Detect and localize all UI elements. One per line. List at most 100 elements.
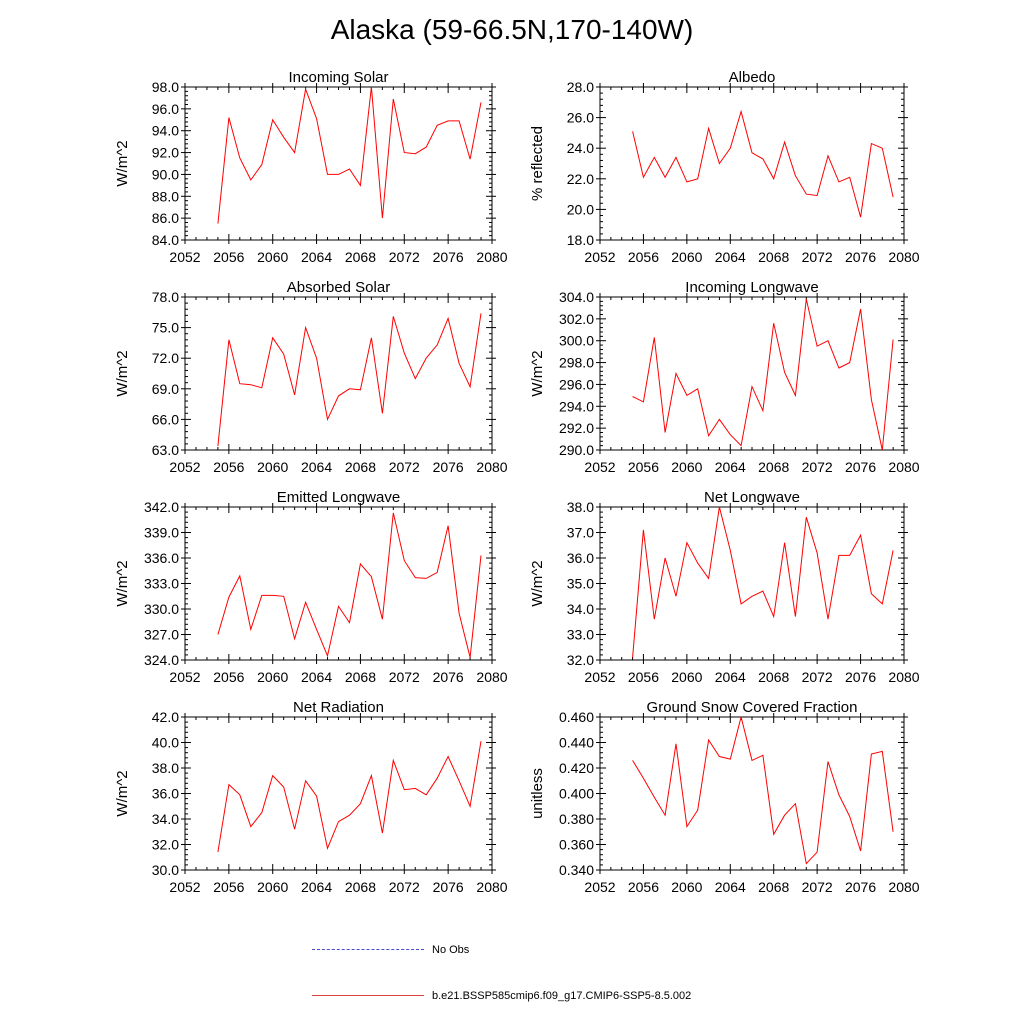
y-axis-label: W/m^2 (529, 350, 546, 396)
x-tick-label: 2060 (671, 459, 702, 475)
y-tick-label: 0.340 (559, 862, 594, 878)
x-tick-label: 2060 (671, 249, 702, 265)
y-tick-label: 37.0 (567, 525, 594, 541)
x-tick-label: 2052 (169, 879, 200, 895)
y-tick-label: 298.0 (559, 355, 594, 371)
series-line (217, 313, 482, 446)
y-tick-label: 327.0 (144, 627, 179, 643)
y-tick-label: 0.380 (559, 811, 594, 827)
y-tick-label: 33.0 (567, 627, 594, 643)
legend-obs-dashed-line (312, 949, 424, 950)
x-tick-label: 2052 (584, 669, 615, 685)
plot-frame (599, 506, 905, 661)
series-line (217, 512, 482, 658)
x-tick-label: 2080 (888, 459, 919, 475)
x-tick-label: 2076 (845, 249, 876, 265)
panel-title: Net Longwave (704, 489, 800, 506)
y-tick-label: 18.0 (567, 232, 594, 248)
y-tick-label: 38.0 (152, 760, 179, 776)
x-tick-label: 2064 (301, 669, 332, 685)
x-tick-label: 2052 (584, 249, 615, 265)
x-tick-label: 2076 (433, 459, 464, 475)
y-tick-label: 78.0 (152, 289, 179, 305)
y-tick-label: 42.0 (152, 709, 179, 725)
x-tick-label: 2056 (213, 879, 244, 895)
panel-title: Incoming Solar (288, 69, 388, 86)
x-tick-label: 2068 (345, 669, 376, 685)
x-tick-label: 2068 (345, 249, 376, 265)
x-tick-label: 2060 (257, 249, 288, 265)
x-tick-label: 2064 (301, 249, 332, 265)
panel-title: Absorbed Solar (287, 279, 390, 296)
y-tick-label: 36.0 (567, 550, 594, 566)
x-tick-label: 2072 (389, 669, 420, 685)
x-tick-label: 2064 (715, 669, 746, 685)
y-tick-label: 22.0 (567, 171, 594, 187)
y-tick-label: 94.0 (152, 123, 179, 139)
x-tick-label: 2068 (758, 249, 789, 265)
x-tick-label: 2056 (628, 249, 659, 265)
y-tick-label: 294.0 (559, 398, 594, 414)
x-tick-label: 2068 (758, 879, 789, 895)
x-tick-label: 2064 (715, 459, 746, 475)
y-tick-label: 86.0 (152, 210, 179, 226)
panel-title: Albedo (729, 69, 776, 86)
x-tick-label: 2076 (845, 459, 876, 475)
y-tick-label: 336.0 (144, 550, 179, 566)
x-tick-label: 2060 (671, 879, 702, 895)
y-tick-label: 26.0 (567, 110, 594, 126)
y-axis-label: unitless (529, 768, 546, 819)
y-tick-label: 35.0 (567, 576, 594, 592)
x-tick-label: 2076 (845, 669, 876, 685)
y-axis-label: W/m^2 (114, 770, 131, 816)
y-tick-label: 34.0 (152, 811, 179, 827)
panel-title: Net Radiation (293, 699, 384, 716)
chart-panel-1: Albedo % reflected 18.0 20.0 22.0 24.0 26.0 28.… (529, 69, 920, 265)
y-tick-label: 75.0 (152, 320, 179, 336)
x-tick-label: 2068 (758, 669, 789, 685)
x-tick-label: 2072 (802, 879, 833, 895)
x-tick-label: 2068 (345, 459, 376, 475)
x-tick-label: 2060 (257, 459, 288, 475)
y-tick-label: 98.0 (152, 79, 179, 95)
y-tick-label: 20.0 (567, 201, 594, 217)
y-tick-label: 24.0 (567, 140, 594, 156)
y-axis-label: W/m^2 (114, 140, 131, 186)
x-tick-label: 2072 (389, 459, 420, 475)
series-line (632, 299, 894, 451)
x-tick-label: 2080 (888, 669, 919, 685)
y-tick-label: 304.0 (559, 289, 594, 305)
x-tick-label: 2080 (476, 249, 507, 265)
panel-title: Incoming Longwave (685, 279, 818, 296)
series-line (217, 741, 482, 853)
x-tick-label: 2052 (169, 669, 200, 685)
x-tick-label: 2052 (584, 879, 615, 895)
plot-frame (184, 86, 493, 241)
y-tick-label: 92.0 (152, 145, 179, 161)
chart-panel-2: Absorbed Solar W/m^2 63.0 66.0 69.0 72.0 75.0 7… (114, 279, 508, 475)
x-tick-label: 2072 (802, 459, 833, 475)
y-tick-label: 324.0 (144, 652, 179, 668)
y-tick-label: 40.0 (152, 735, 179, 751)
x-tick-label: 2080 (888, 879, 919, 895)
x-tick-label: 2056 (213, 669, 244, 685)
x-tick-label: 2076 (845, 879, 876, 895)
plot-frame (184, 506, 493, 661)
y-tick-label: 302.0 (559, 311, 594, 327)
series-line (217, 86, 482, 224)
plot-frame (599, 86, 905, 241)
x-tick-label: 2068 (758, 459, 789, 475)
series-line (632, 506, 894, 658)
x-tick-label: 2052 (169, 459, 200, 475)
chart-panel-5: Net Longwave W/m^2 32.0 33.0 34.0 35.0 36.0 37.… (529, 489, 920, 685)
y-tick-label: 88.0 (152, 188, 179, 204)
y-tick-label: 30.0 (152, 862, 179, 878)
chart-panel-3: Incoming Longwave W/m^2 290.0 292.0 294.0 296… (529, 279, 920, 475)
page-title: Alaska (59-66.5N,170-140W) (330, 14, 694, 45)
x-tick-label: 2064 (301, 459, 332, 475)
y-tick-label: 84.0 (152, 232, 179, 248)
y-tick-label: 333.0 (144, 576, 179, 592)
legend-obs-label: No Obs (432, 944, 470, 956)
x-tick-label: 2076 (433, 669, 464, 685)
y-tick-label: 66.0 (152, 411, 179, 427)
